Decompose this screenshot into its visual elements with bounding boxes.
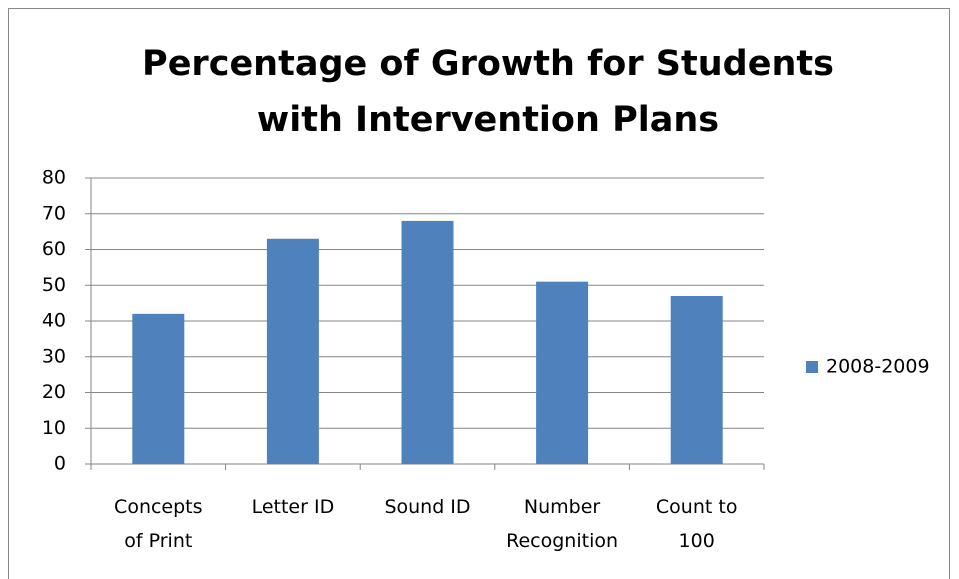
x-tick-label: Number Recognition [506,496,619,552]
y-tick-label: 0 [54,453,66,475]
y-tick-label: 70 [42,202,66,224]
bar [132,313,185,464]
y-tick-label: 30 [42,345,66,367]
bar [536,281,589,464]
bar [401,220,454,464]
chart-title: Percentage of Growth for Students with I… [142,44,834,140]
y-tick-label: 80 [42,167,66,189]
y-tick-label: 40 [42,310,66,332]
x-tick-label: Count to 100 [655,496,738,552]
legend-label: 2008-2009 [826,356,930,378]
chart-border [8,8,950,579]
x-tick-label: Concepts of Print [114,496,203,552]
y-tick-label: 50 [42,274,66,296]
y-tick-label: 10 [42,417,66,439]
bar [266,238,319,464]
y-tick-label: 60 [42,238,66,260]
y-tick-label: 20 [42,381,66,403]
legend-swatch [806,361,818,373]
x-tick-label: Sound ID [384,496,471,518]
x-tick-label: Letter ID [251,496,335,518]
bar [670,295,723,464]
